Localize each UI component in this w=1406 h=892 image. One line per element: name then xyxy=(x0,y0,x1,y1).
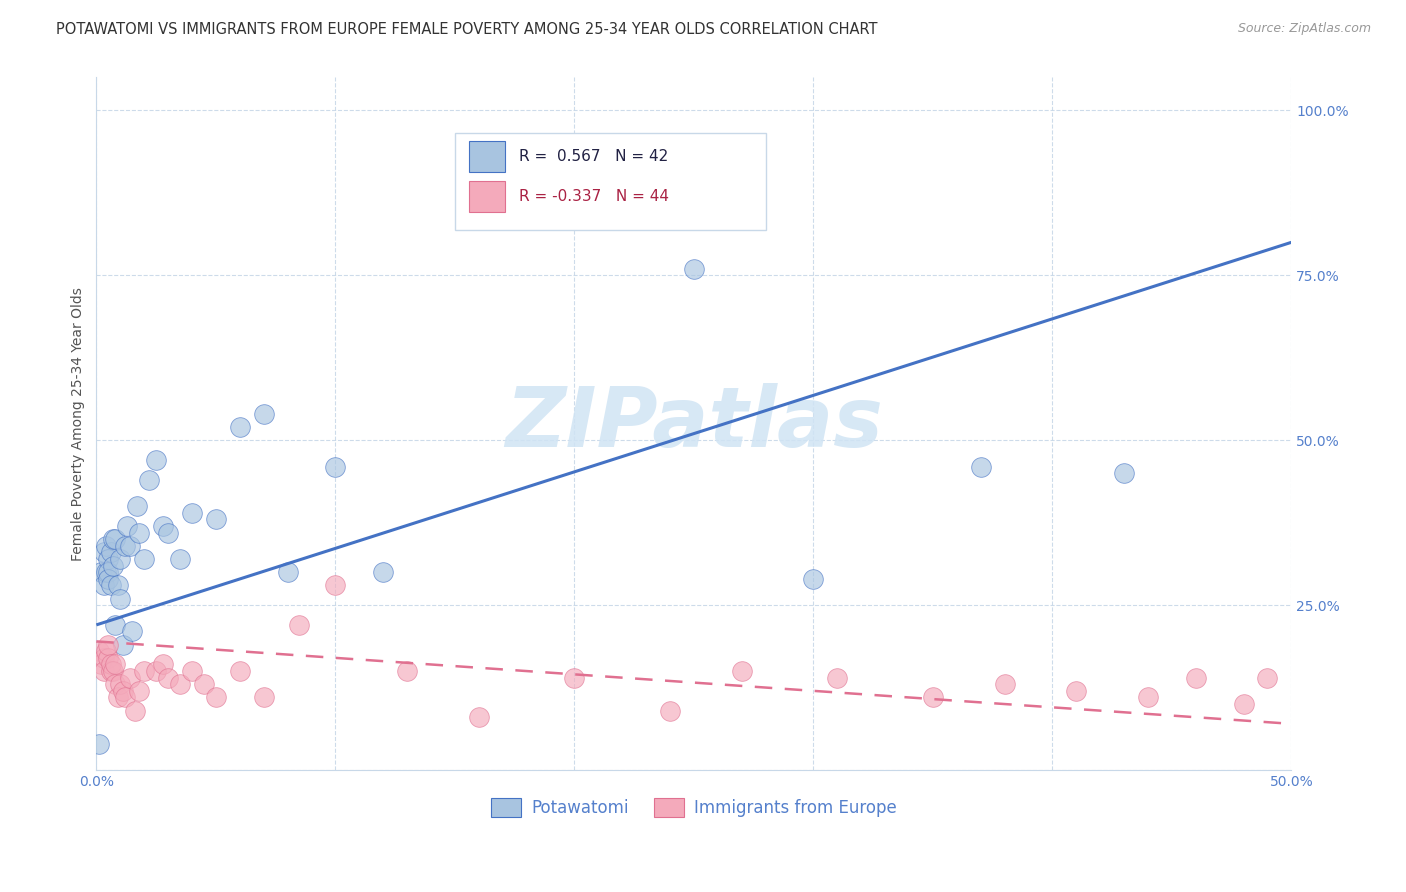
Point xyxy=(100,664,122,678)
Point xyxy=(1112,466,1135,480)
Point xyxy=(1136,690,1159,705)
Point xyxy=(145,453,167,467)
Point xyxy=(121,624,143,639)
Point xyxy=(1256,671,1278,685)
Legend: Potawatomi, Immigrants from Europe: Potawatomi, Immigrants from Europe xyxy=(485,791,903,824)
Point xyxy=(468,710,491,724)
Point xyxy=(969,459,991,474)
Point xyxy=(104,618,127,632)
Point xyxy=(97,552,120,566)
Point xyxy=(152,657,174,672)
Point xyxy=(801,572,824,586)
Point xyxy=(277,565,299,579)
Point xyxy=(110,677,132,691)
Point xyxy=(101,664,124,678)
Point xyxy=(97,565,120,579)
Point xyxy=(87,644,110,658)
Point xyxy=(562,671,585,685)
Point xyxy=(181,664,204,678)
Point xyxy=(114,539,136,553)
Point xyxy=(118,671,141,685)
Point xyxy=(658,704,681,718)
Point xyxy=(90,565,112,579)
Point xyxy=(128,683,150,698)
Point xyxy=(1064,683,1087,698)
Point xyxy=(87,737,110,751)
Point xyxy=(90,657,112,672)
Point xyxy=(114,690,136,705)
Point xyxy=(1232,697,1254,711)
Point xyxy=(193,677,215,691)
Point xyxy=(138,473,160,487)
Point xyxy=(93,664,115,678)
Text: ZIPatlas: ZIPatlas xyxy=(505,384,883,464)
Point xyxy=(101,532,124,546)
Point xyxy=(181,506,204,520)
Point xyxy=(94,539,117,553)
Point xyxy=(94,644,117,658)
Text: R = -0.337   N = 44: R = -0.337 N = 44 xyxy=(519,189,669,204)
Point xyxy=(253,690,276,705)
Point xyxy=(325,578,347,592)
Point xyxy=(93,651,115,665)
Point xyxy=(253,407,276,421)
Point xyxy=(107,578,129,592)
Point xyxy=(1184,671,1206,685)
Point xyxy=(124,704,146,718)
Point xyxy=(396,664,419,678)
Point xyxy=(152,519,174,533)
Point xyxy=(825,671,848,685)
Point xyxy=(107,690,129,705)
Point xyxy=(117,519,139,533)
Point xyxy=(157,671,180,685)
Point xyxy=(229,664,252,678)
Text: POTAWATOMI VS IMMIGRANTS FROM EUROPE FEMALE POVERTY AMONG 25-34 YEAR OLDS CORREL: POTAWATOMI VS IMMIGRANTS FROM EUROPE FEM… xyxy=(56,22,877,37)
Y-axis label: Female Poverty Among 25-34 Year Olds: Female Poverty Among 25-34 Year Olds xyxy=(72,287,86,561)
FancyBboxPatch shape xyxy=(456,133,765,230)
Point xyxy=(921,690,943,705)
Point xyxy=(111,638,134,652)
Point xyxy=(110,591,132,606)
Point xyxy=(94,565,117,579)
Point xyxy=(993,677,1015,691)
Point xyxy=(682,261,704,276)
Point xyxy=(111,683,134,698)
Bar xyxy=(470,141,505,171)
Point xyxy=(125,499,148,513)
Point xyxy=(157,525,180,540)
Point xyxy=(145,664,167,678)
Point xyxy=(104,532,127,546)
Point xyxy=(730,664,752,678)
Point xyxy=(128,525,150,540)
Point xyxy=(101,558,124,573)
Point xyxy=(104,677,127,691)
Point xyxy=(93,545,115,559)
Point xyxy=(97,572,120,586)
Point xyxy=(229,420,252,434)
Point xyxy=(97,651,120,665)
Point xyxy=(100,657,122,672)
Point xyxy=(373,565,395,579)
Text: R =  0.567   N = 42: R = 0.567 N = 42 xyxy=(519,149,669,163)
Point xyxy=(205,690,228,705)
Point xyxy=(104,657,127,672)
Point xyxy=(169,677,191,691)
Point xyxy=(100,578,122,592)
Point xyxy=(93,578,115,592)
Point xyxy=(100,545,122,559)
Point xyxy=(134,664,156,678)
Point xyxy=(134,552,156,566)
Point xyxy=(288,618,311,632)
Point xyxy=(110,552,132,566)
Text: Source: ZipAtlas.com: Source: ZipAtlas.com xyxy=(1237,22,1371,36)
Point xyxy=(97,638,120,652)
Point xyxy=(118,539,141,553)
Point xyxy=(169,552,191,566)
Bar xyxy=(470,181,505,212)
Point xyxy=(205,512,228,526)
Point xyxy=(325,459,347,474)
